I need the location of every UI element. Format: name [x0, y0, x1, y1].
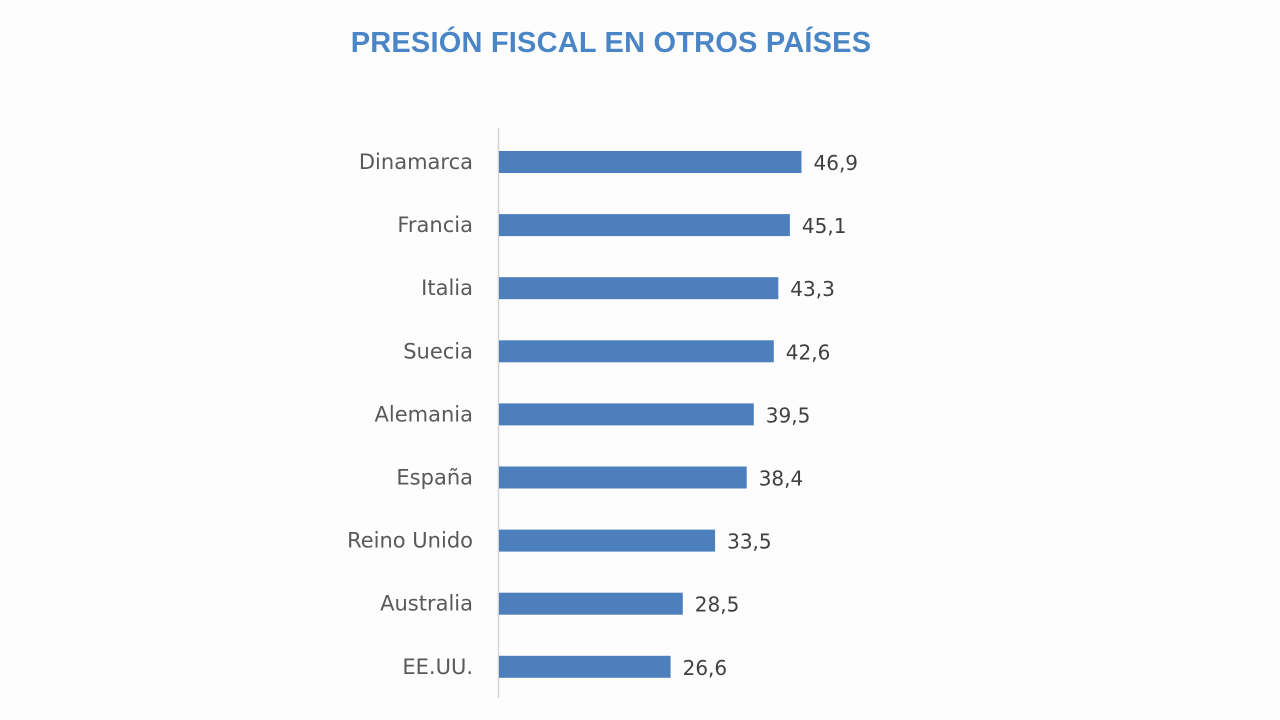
value-label: 42,6	[786, 340, 831, 364]
chart-title: PRESIÓN FISCAL EN OTROS PAÍSES	[350, 27, 872, 59]
category-label: EE.UU.	[402, 655, 473, 679]
bar-suecia	[499, 340, 774, 363]
bar-españa	[499, 466, 747, 489]
bar-dinamarca	[499, 151, 802, 173]
category-label: Australia	[380, 592, 473, 616]
value-label: 33,5	[727, 530, 772, 554]
category-label: Alemania	[375, 402, 473, 426]
value-label: 39,5	[766, 403, 811, 427]
bar-ee-uu	[499, 655, 671, 678]
bars-group: Dinamarca 46,9 Francia 45,1 Italia 43,3 Suecia…	[347, 150, 858, 680]
category-label: Dinamarca	[359, 150, 473, 174]
category-label: Suecia	[403, 339, 473, 363]
bar-reino-unido	[499, 529, 716, 552]
category-label: Italia	[421, 276, 473, 300]
bar-italia	[499, 277, 779, 300]
bar-francia	[499, 214, 790, 237]
category-label: España	[396, 466, 473, 490]
value-label: 38,4	[759, 467, 804, 491]
value-label: 46,9	[814, 151, 859, 175]
value-label: 28,5	[695, 593, 740, 617]
value-label: 43,3	[790, 277, 835, 301]
bar-alemania	[499, 403, 754, 426]
value-label: 26,6	[683, 656, 728, 680]
value-label: 45,1	[802, 214, 847, 238]
bar-australia	[499, 592, 683, 615]
category-label: Francia	[397, 213, 473, 237]
category-label: Reino Unido	[347, 529, 473, 553]
